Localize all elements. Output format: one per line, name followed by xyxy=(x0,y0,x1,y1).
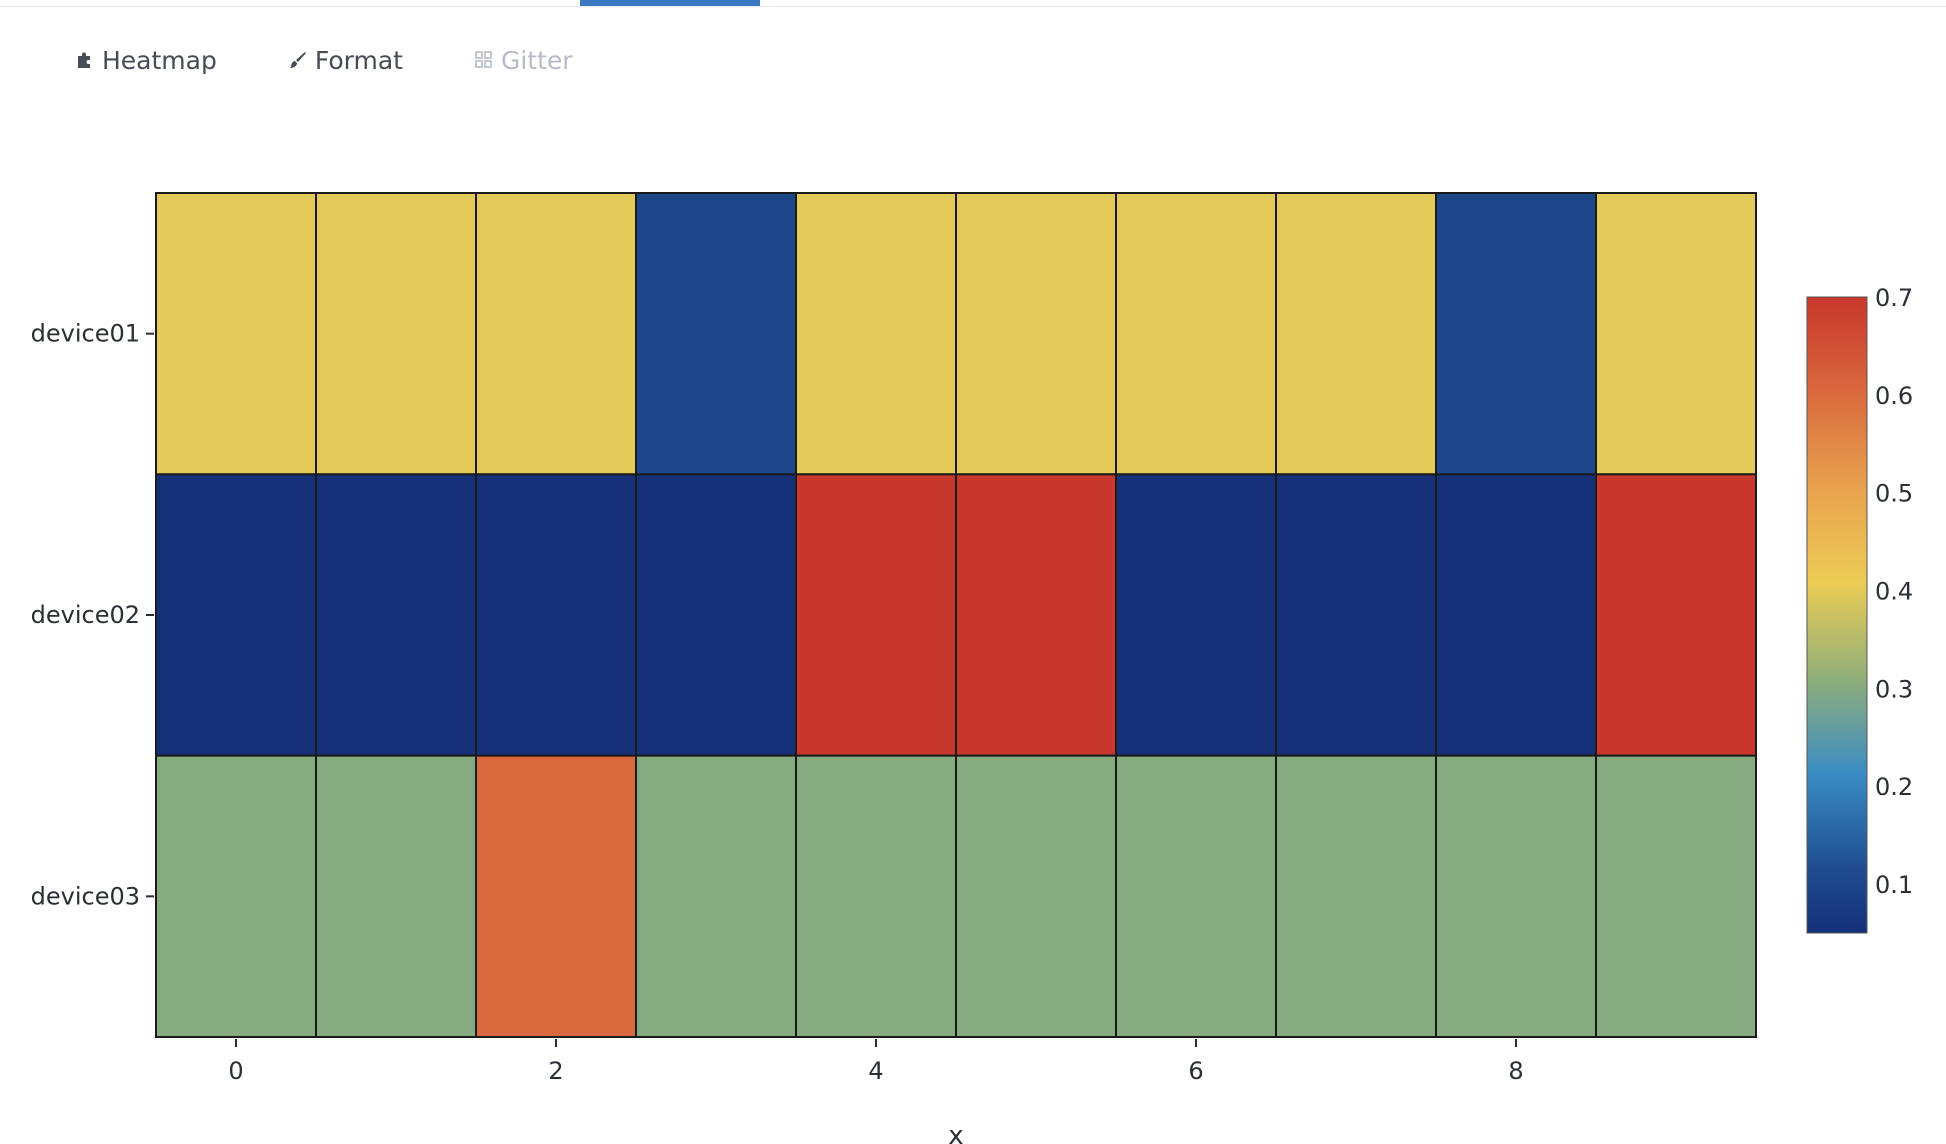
x-tick-label-0: 0 xyxy=(228,1057,243,1085)
heatmap-cell-device02-7 xyxy=(1275,473,1437,757)
active-tab-indicator xyxy=(580,0,760,6)
heatmap-cell-device03-5 xyxy=(955,754,1117,1039)
colorbar-tick-label-0.3: 0.3 xyxy=(1875,675,1913,703)
x-axis-title: x xyxy=(948,1121,963,1144)
top-divider xyxy=(0,6,1946,7)
heatmap-cells xyxy=(155,192,1757,1039)
heatmap-cell-device03-2 xyxy=(475,754,637,1039)
format-tab[interactable]: Format xyxy=(287,46,403,75)
plot-border xyxy=(155,192,1757,1038)
heatmap-cell-device01-6 xyxy=(1115,192,1277,476)
heatmap-cell-device03-7 xyxy=(1275,754,1437,1039)
heatmap-cell-device02-8 xyxy=(1435,473,1597,757)
heatmap-cell-device01-4 xyxy=(795,192,957,476)
brush-icon xyxy=(287,49,309,71)
heatmap-cell-device03-9 xyxy=(1595,754,1757,1039)
format-tab-label: Format xyxy=(314,45,403,75)
heatmap-cell-device03-0 xyxy=(155,754,317,1039)
heatmap-cell-device03-1 xyxy=(315,754,477,1039)
heatmap-tab-label: Heatmap xyxy=(102,45,217,75)
heatmap-tab[interactable]: Heatmap xyxy=(74,46,217,75)
gitter-tab-label: Gitter xyxy=(500,45,573,75)
heatmap-cell-device01-0 xyxy=(155,192,317,476)
colorbar-tick-label-0.6: 0.6 xyxy=(1875,382,1913,410)
heatmap-cell-device01-8 xyxy=(1435,192,1597,476)
heatmap-cell-device01-9 xyxy=(1595,192,1757,476)
heatmap-cell-device02-5 xyxy=(955,473,1117,757)
colorbar-gradient xyxy=(1806,296,1868,934)
x-tick-label-2: 2 xyxy=(548,1057,563,1085)
heatmap-cell-device02-3 xyxy=(635,473,797,757)
colorbar-tick-label-0.7: 0.7 xyxy=(1875,284,1913,312)
grid-icon xyxy=(473,49,495,71)
heatmap-cell-device03-6 xyxy=(1115,754,1277,1039)
heatmap-cell-device01-3 xyxy=(635,192,797,476)
x-tick-label-4: 4 xyxy=(868,1057,883,1085)
heatmap-cell-device02-9 xyxy=(1595,473,1757,757)
heatmap-cell-device02-2 xyxy=(475,473,637,757)
chart-toolbar: Heatmap Format Gitter xyxy=(74,40,643,80)
colorbar-tick-label-0.2: 0.2 xyxy=(1875,773,1913,801)
heatmap-cell-device01-7 xyxy=(1275,192,1437,476)
heatmap-cell-device03-3 xyxy=(635,754,797,1039)
heatmap-cell-device03-8 xyxy=(1435,754,1597,1039)
heatmap-cell-device03-4 xyxy=(795,754,957,1039)
y-tick-label-device02: device02 xyxy=(31,601,140,629)
heatmap-cell-device01-1 xyxy=(315,192,477,476)
y-axis: device01 device02 device03 xyxy=(31,320,154,910)
y-tick-label-device01: device01 xyxy=(31,320,140,348)
x-axis: 0 2 4 6 8 xyxy=(228,1039,1524,1085)
colorbar-tick-label-0.1: 0.1 xyxy=(1875,871,1913,899)
y-tick-label-device03: device03 xyxy=(31,882,140,910)
x-tick-label-8: 8 xyxy=(1508,1057,1523,1085)
gitter-tab: Gitter xyxy=(473,46,573,75)
colorbar-tick-label-0.4: 0.4 xyxy=(1875,578,1913,606)
heatmap-cell-device01-2 xyxy=(475,192,637,476)
heatmap-cell-device02-4 xyxy=(795,473,957,757)
x-tick-label-6: 6 xyxy=(1188,1057,1203,1085)
heatmap-cell-device02-0 xyxy=(155,473,317,757)
heatmap-cell-device02-1 xyxy=(315,473,477,757)
colorbar: 0.1 0.2 0.3 0.4 0.5 0.6 0.7 xyxy=(1806,284,1913,934)
heatmap-cell-device02-6 xyxy=(1115,473,1277,757)
heatmap-cell-device01-5 xyxy=(955,192,1117,476)
puzzle-icon xyxy=(74,49,96,71)
colorbar-tick-label-0.5: 0.5 xyxy=(1875,480,1913,508)
